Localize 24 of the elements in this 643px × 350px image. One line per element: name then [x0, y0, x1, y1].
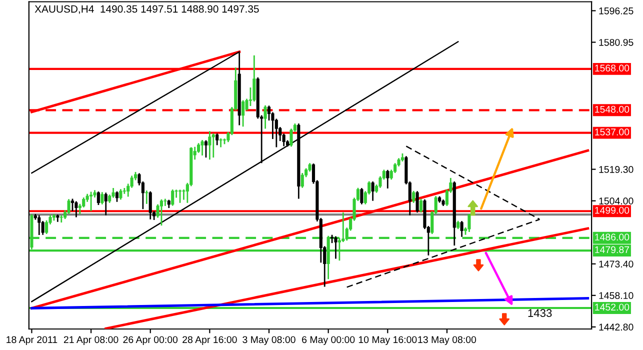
- ref-line-label: 1452.00: [595, 304, 630, 311]
- x-tick-label: 3 May 08:00: [242, 336, 296, 346]
- y-tick-label: 1458.10: [599, 292, 634, 300]
- ref-line-label: 1486.00: [595, 234, 630, 241]
- ref-line-label: 1548.00: [595, 106, 630, 113]
- y-tick-label: 1519.30: [599, 166, 634, 173]
- y-tick-label: 1580.95: [599, 38, 634, 46]
- y-tick-label: 1473.40: [599, 260, 634, 268]
- y-tick-label: 1504.00: [599, 198, 634, 204]
- ref-line-label: 1499.00: [595, 206, 630, 214]
- y-tick-label: 1596.25: [599, 7, 634, 14]
- x-tick-label: 28 Apr 16:00: [182, 336, 237, 346]
- annotation: 1433: [528, 309, 552, 317]
- x-tick-label: 6 May 00:00: [302, 336, 355, 346]
- x-tick-label: 13 May 08:00: [418, 336, 476, 346]
- ref-line-label: 1537.00: [595, 128, 630, 136]
- y-tick-label: 1442.80: [599, 324, 634, 331]
- ref-line-label: 1568.00: [595, 64, 630, 72]
- chart-title: XAUUSD,H4 1490.35 1497.51 1488.90 1497.35: [34, 5, 259, 14]
- ref-line-label: 1479.87: [595, 246, 630, 254]
- x-tick-label: 26 Apr 00:00: [123, 336, 178, 346]
- x-tick-label: 10 May 16:00: [358, 336, 417, 346]
- x-tick-label: 18 Apr 2011: [6, 336, 58, 346]
- x-tick-label: 21 Apr 08:00: [64, 336, 118, 346]
